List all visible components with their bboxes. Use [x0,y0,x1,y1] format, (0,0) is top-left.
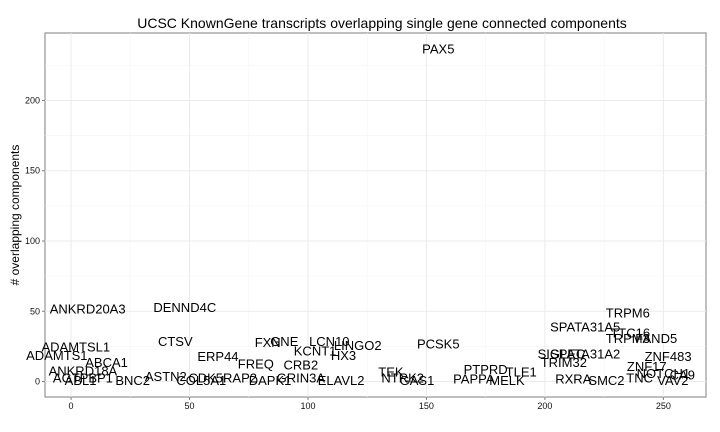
point-label: NTRK2 [381,370,424,385]
point-label: ZNF483 [645,349,692,364]
point-label: SIGLEC [538,346,586,361]
point-label: FREQ [238,356,274,371]
point-label: ABL1 [65,373,97,388]
x-tick-label: 250 [656,401,671,411]
y-tick-label: 50 [30,306,40,316]
x-tick-label: 0 [69,401,74,411]
point-label: LCN10 [309,334,349,349]
x-tick-label: 50 [185,401,195,411]
point-label: RXRA [555,372,591,387]
point-label: GNE [270,334,299,349]
point-label: PAPPA [453,372,495,387]
chart-title: UCSC KnownGene transcripts overlapping s… [137,15,627,31]
point-label: ANKRD18A [49,363,118,378]
point-label: ZNF17 [627,359,667,374]
point-label: GAS1 [400,373,435,388]
plot-panel [44,32,707,398]
point-label: ADAMTSL1 [41,339,110,354]
point-label: TTC16 [610,325,650,340]
point-label: TRPM3 [606,331,650,346]
y-tick-label: 200 [25,95,40,105]
point-label: TRPM6 [606,306,650,321]
y-tick-label: 0 [35,377,40,387]
point-label: ANKRD20A3 [50,301,126,316]
point-label: KCNT1 [294,344,337,359]
point-label: SMC2 [588,373,624,388]
point-label: ABCA1 [85,355,128,370]
point-label: COL5A1 [176,373,226,388]
point-label: ELAVL2 [318,373,365,388]
point-label: ERP44 [197,349,238,364]
point-label: PCSK5 [417,337,460,352]
y-tick-label: 100 [25,236,40,246]
point-label: CDK5RAP2 [188,370,257,385]
point-label: CA9 [670,368,695,383]
point-label: TLE1 [506,365,537,380]
point-label: FAND5 [635,331,677,346]
point-label: GRIN3A [277,370,326,385]
point-label: TNC [626,370,653,385]
point-label: BNC2 [115,373,150,388]
point-label: TRIM32 [541,355,587,370]
point-label: PAX5 [422,41,454,56]
x-tick-label: 200 [537,401,552,411]
point-label: SPATA31A2 [550,346,620,361]
point-label: ASTN2 [145,369,187,384]
point-label: DENND4C [153,300,216,315]
point-label: TEK [378,365,404,380]
point-label: AGTPBP1 [53,370,113,385]
point-label: VAV2 [657,373,688,388]
point-label: LINGO2 [334,338,382,353]
x-tick-label: 150 [419,401,434,411]
y-tick-label: 150 [25,166,40,176]
x-tick-label: 100 [300,401,315,411]
point-label: HX3 [331,348,356,363]
point-label: FXN [255,335,281,350]
gridlines [45,33,706,397]
point-label: ADAMTS1 [26,348,87,363]
point-label: MELK [489,373,525,388]
point-label: NOTCH1 [637,366,690,381]
axis-ticks: 0 50 100 150 200 250 0 50 100 150 200 [25,95,671,411]
point-label: CRB2 [284,358,319,373]
y-axis-title: # overlapping components [8,145,22,286]
point-label: DAPK1 [249,373,292,388]
point-label: CTSV [158,334,193,349]
point-label: PTPRD [464,362,508,377]
point-label: SPATA31A5 [550,320,620,335]
